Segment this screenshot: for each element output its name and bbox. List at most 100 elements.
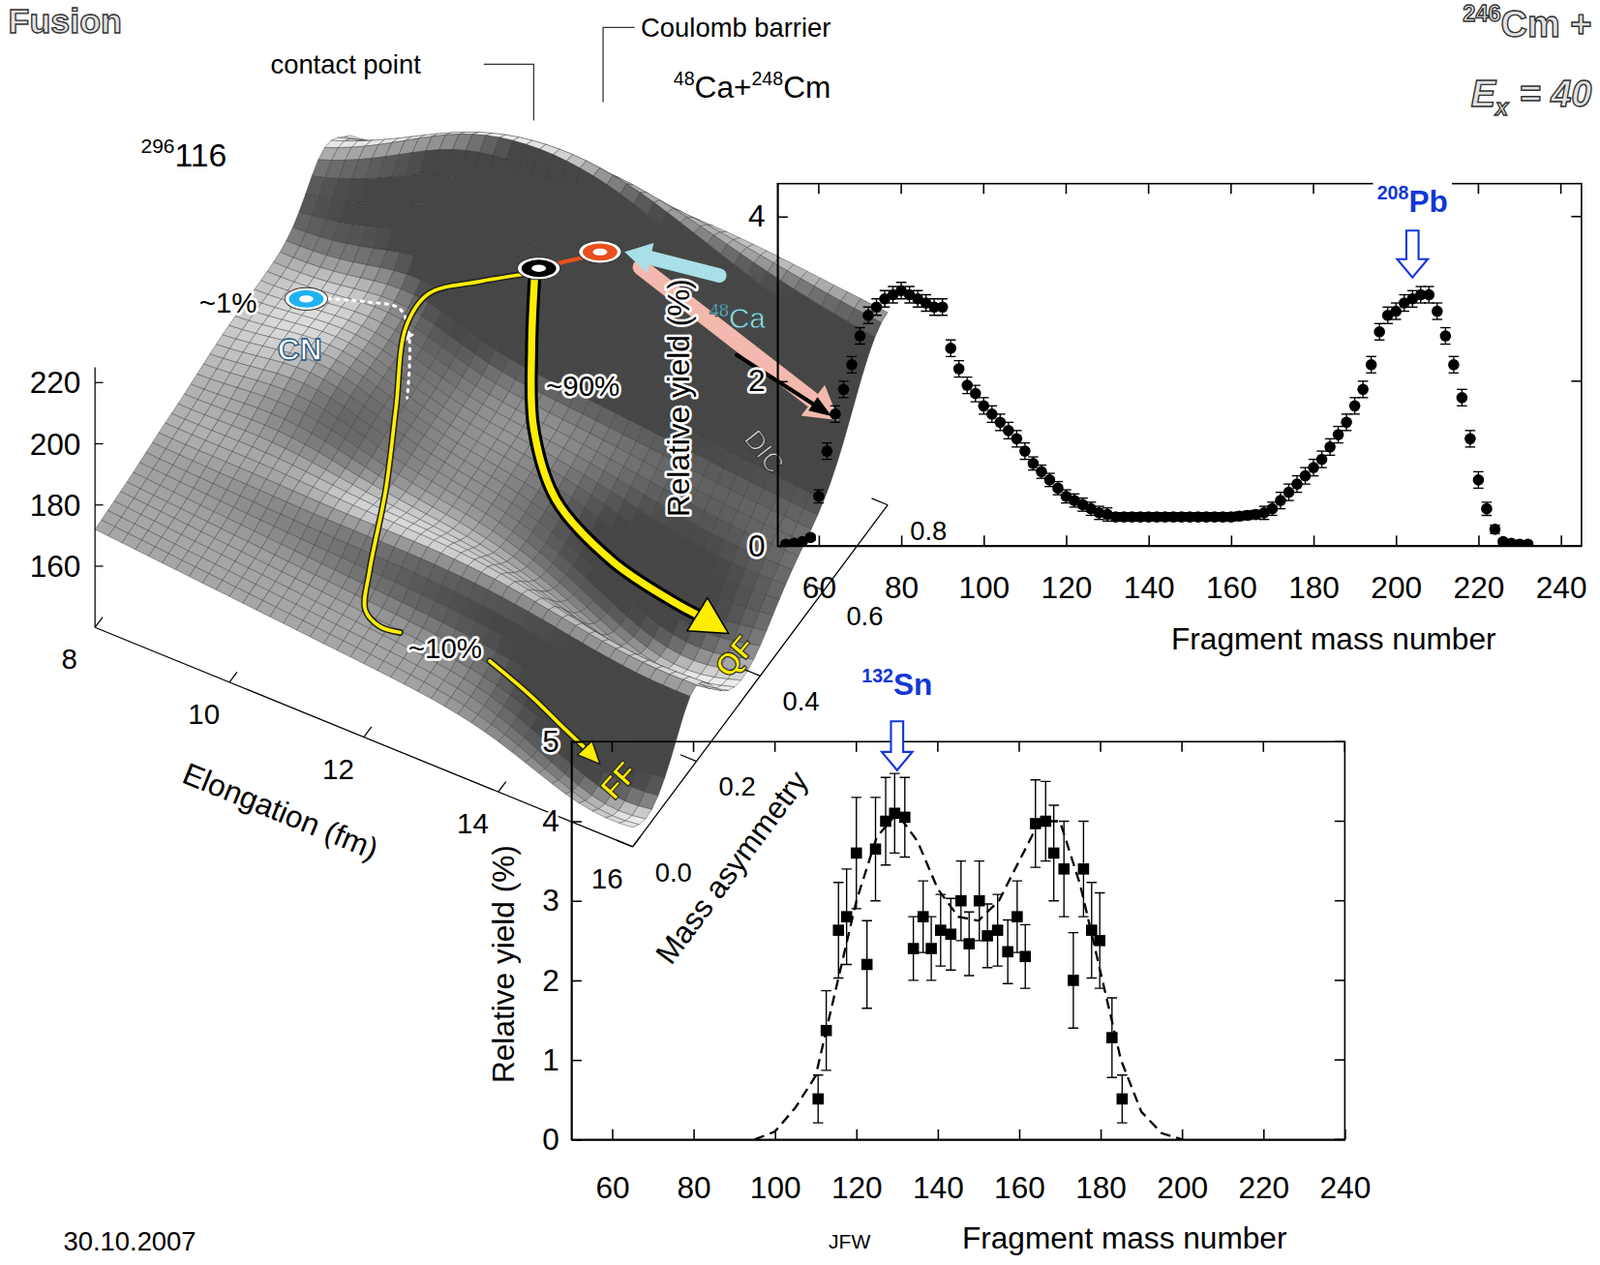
text-part: 48: [673, 67, 695, 90]
y-axis-title: Mass asymmetry: [648, 763, 816, 970]
surface-facet: [759, 595, 781, 615]
tick-mark: [982, 183, 985, 195]
tick-label: 14: [456, 807, 489, 840]
tick: 120: [1041, 535, 1093, 605]
tick-label: 100: [958, 570, 1010, 605]
tick-mark: [744, 668, 761, 676]
text-part: Ca: [728, 301, 766, 334]
tick-label: 0: [748, 528, 766, 564]
tick-label: 16: [591, 862, 624, 895]
tick-mark: [901, 535, 904, 546]
error-cap: [962, 376, 973, 378]
tick-label: 80: [884, 570, 919, 605]
tick-label: 160: [1206, 570, 1258, 605]
ff-head: [576, 740, 601, 764]
cn-marker: [284, 287, 328, 310]
error-cap: [879, 290, 891, 292]
ff-path-outline: [489, 661, 584, 748]
cn-marker: [288, 290, 324, 308]
error-cap: [830, 405, 842, 407]
text-part: 48: [709, 300, 729, 321]
error-cap: [838, 380, 849, 382]
diagram-labels: 296116contact pointCoulomb barrier48Ca+2…: [141, 12, 832, 807]
error-cap: [978, 396, 990, 398]
text-part: Cm: [783, 69, 831, 105]
tick-mark: [94, 443, 103, 445]
x-axis: 6080100120140160180200220240: [778, 535, 1588, 605]
tick: 220: [1453, 535, 1506, 605]
error-cap: [912, 306, 924, 308]
tick-label: 0.2: [719, 771, 756, 802]
entrance-marker: [582, 242, 618, 261]
tick-mark: [94, 504, 103, 506]
tick-mark: [777, 215, 788, 218]
tick: 4: [748, 198, 788, 234]
tick-label: 2: [748, 362, 766, 398]
axis-line: [777, 183, 780, 546]
tick-mark: [1065, 535, 1068, 546]
text-part: 116: [174, 136, 227, 174]
tick-mark: [983, 535, 986, 546]
ff-path: [489, 661, 584, 748]
tick-mark: [1065, 183, 1068, 195]
tick-mark: [1313, 535, 1316, 546]
chart: 6080100120140160180200220240024208PbFrag…: [661, 180, 1587, 658]
error-cap: [945, 339, 957, 341]
error-cap: [896, 298, 907, 300]
dic-label: DIC: [738, 423, 790, 479]
tick-mark: [94, 617, 103, 629]
plot-frame: [777, 183, 1582, 546]
qf-path: [531, 275, 703, 618]
tick-label: 120: [1041, 570, 1093, 605]
surface-facet: [551, 780, 572, 794]
error-cap: [912, 290, 924, 292]
tick-label: 60: [802, 570, 837, 605]
contact-label: contact point: [270, 49, 422, 80]
slide-title: Fusion: [8, 1, 122, 41]
error-cap: [1020, 458, 1031, 460]
error-cap: [854, 343, 866, 345]
text-part: 248: [751, 67, 784, 90]
x-axis-title: Elongation (fm): [178, 755, 384, 867]
tick-mark: [94, 382, 103, 384]
tick-mark: [817, 183, 820, 195]
leader-line: [483, 63, 535, 121]
tick-mark: [616, 840, 634, 847]
error-cap: [846, 356, 858, 358]
z-axis-line: [94, 366, 96, 628]
tick-mark: [680, 754, 697, 762]
error-cap: [830, 422, 842, 423]
surface-facet: [753, 611, 773, 632]
trajectories: [284, 241, 839, 765]
reaction-title: 246Cm +: [1462, 0, 1592, 45]
path-label: ~10%: [408, 632, 483, 665]
projectile-label: 48Ca: [709, 300, 767, 334]
tick-mark: [1230, 183, 1233, 195]
tick-mark: [229, 671, 238, 683]
tick-mark: [1560, 535, 1563, 546]
text-part: E: [1471, 73, 1498, 115]
tick-label: 4: [748, 198, 766, 234]
surface-facet: [578, 800, 599, 812]
plot-marks: [780, 282, 1534, 546]
tick: 100: [958, 535, 1010, 605]
barrier-label: Coulomb barrier: [640, 12, 831, 43]
tick-mark: [818, 535, 821, 546]
tick: 240: [1536, 535, 1588, 605]
error-cap: [904, 301, 915, 303]
tick-label: 12: [322, 753, 355, 785]
error-cap: [896, 281, 907, 283]
error-bar: [821, 443, 833, 460]
error-cap: [920, 310, 932, 312]
error-cap: [814, 502, 825, 504]
error-bar: [830, 405, 842, 423]
tick-mark: [900, 183, 903, 195]
tick-label: 240: [1536, 570, 1588, 605]
dic-black-path: [736, 355, 816, 407]
leader-line: [603, 27, 635, 102]
tick-label: 200: [1370, 570, 1422, 605]
error-cap: [863, 323, 875, 325]
error-cap: [854, 327, 866, 329]
error-cap: [1020, 442, 1031, 444]
error-bar: [936, 299, 948, 316]
